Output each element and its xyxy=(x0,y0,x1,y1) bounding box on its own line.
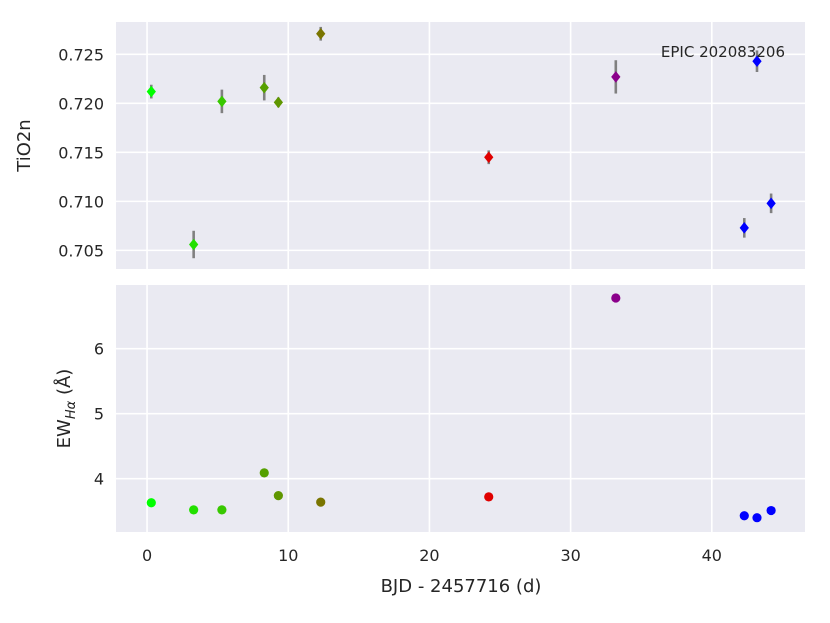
y-tick-label: 4 xyxy=(94,470,104,489)
data-point xyxy=(316,27,326,40)
y-axis-label: EWHα (Å) xyxy=(53,369,79,449)
y-tick-label: 0.725 xyxy=(58,45,104,64)
y-tick-label: 0.720 xyxy=(58,94,104,113)
data-point xyxy=(739,511,749,521)
data-point xyxy=(484,492,494,502)
data-point xyxy=(259,81,269,94)
data-point xyxy=(752,55,762,68)
x-tick-label: 0 xyxy=(142,546,152,565)
y-tick-label: 0.705 xyxy=(58,241,104,260)
y-tick-label: 5 xyxy=(94,405,104,424)
data-point xyxy=(611,71,621,83)
plot-area xyxy=(116,285,805,532)
data-point xyxy=(484,151,494,164)
y-tick-label: 0.710 xyxy=(58,192,104,211)
x-axis-label: BJD - 2457716 (d) xyxy=(381,576,542,597)
x-tick-label: 20 xyxy=(419,546,439,565)
data-point xyxy=(739,222,749,234)
target-annotation: EPIC 202083206 xyxy=(661,43,785,61)
data-point xyxy=(217,505,227,515)
y-tick-label: 6 xyxy=(94,340,104,359)
panel-1: 0.705 0.710 0.715 0.720 0.725 TiO2n xyxy=(14,22,805,269)
data-point xyxy=(146,498,156,508)
y-axis-label: TiO2n xyxy=(14,119,35,172)
data-point xyxy=(273,491,283,501)
data-point xyxy=(189,505,199,515)
data-point xyxy=(146,85,156,98)
x-tick-label: 30 xyxy=(560,546,580,565)
plot-area xyxy=(116,22,805,269)
data-point xyxy=(273,96,284,109)
data-point xyxy=(217,95,227,108)
x-tick-label: 10 xyxy=(278,546,298,565)
data-point xyxy=(316,497,326,507)
panel-2: 4 5 6 EWHα (Å) xyxy=(53,285,805,532)
data-point xyxy=(259,468,269,478)
y-tick-label: 0.715 xyxy=(58,143,104,162)
x-tick-label: 40 xyxy=(702,546,722,565)
data-point xyxy=(752,513,762,523)
data-point xyxy=(766,197,776,210)
data-point xyxy=(766,505,776,516)
data-point xyxy=(611,293,621,303)
data-point xyxy=(189,238,199,251)
